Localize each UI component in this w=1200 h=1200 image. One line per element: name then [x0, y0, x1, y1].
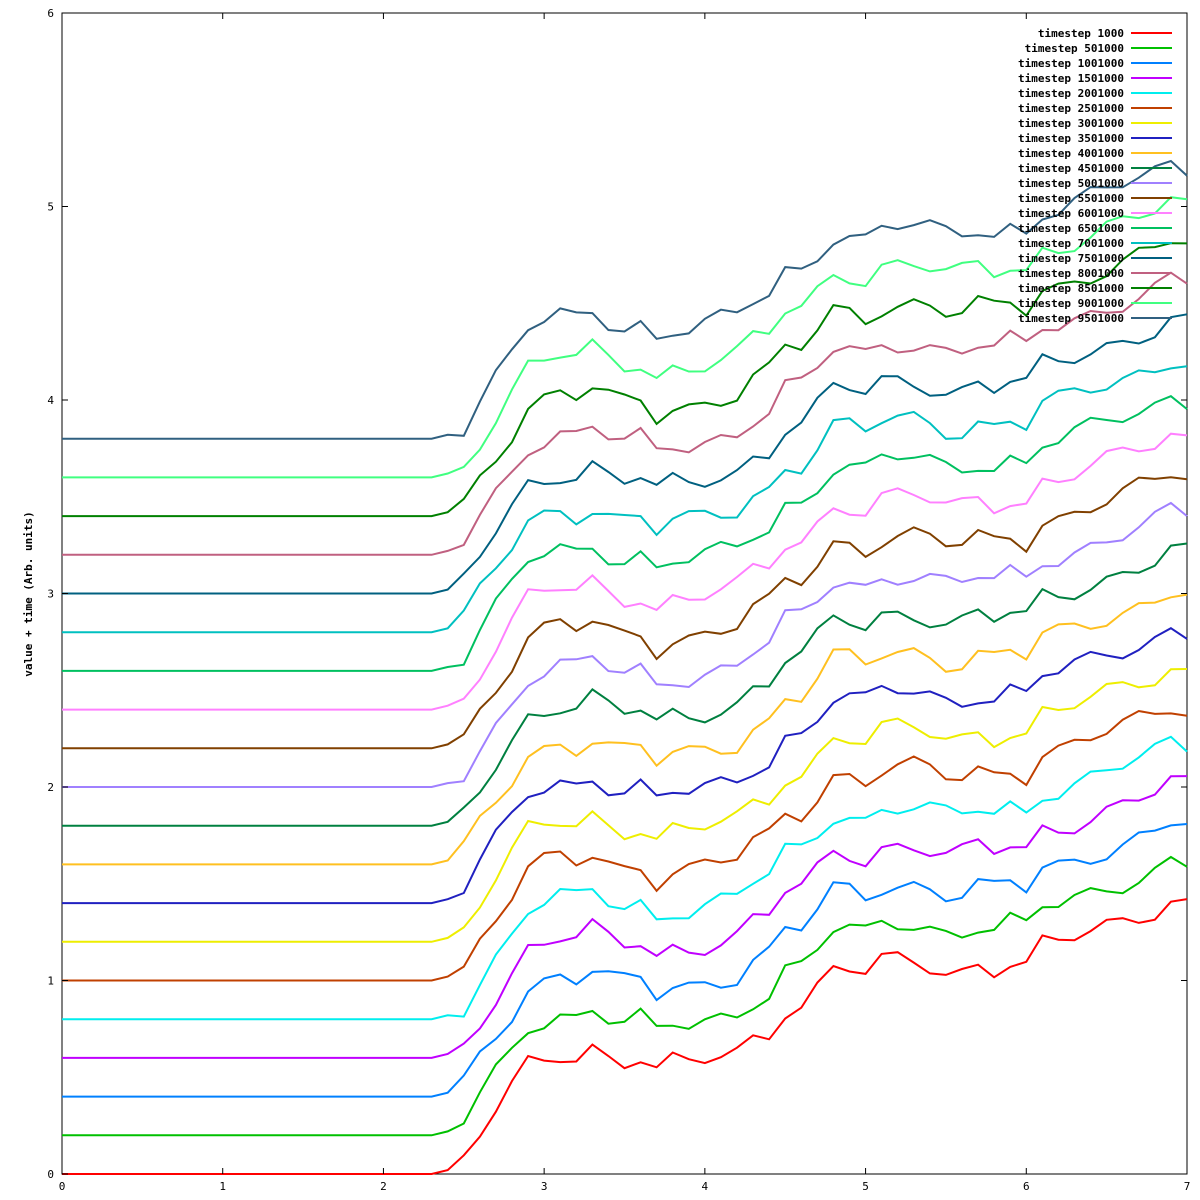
- legend: timestep 1000 timestep 501000 timestep 100…: [1018, 27, 1172, 325]
- legend-label: timestep 2001000: [1018, 87, 1124, 100]
- legend-label: timestep 4001000: [1018, 147, 1124, 160]
- series-line: [62, 668, 1188, 943]
- series-layer: [62, 159, 1188, 1175]
- y-tick-label: 0: [47, 1168, 54, 1181]
- series-line: [62, 242, 1188, 518]
- x-tick-label: 2: [380, 1180, 387, 1193]
- series-line: [62, 627, 1188, 905]
- series-line: [62, 271, 1188, 556]
- legend-label: timestep 5001000: [1018, 177, 1124, 190]
- legend-label: timestep 5501000: [1018, 192, 1124, 205]
- series-line: [62, 775, 1188, 1059]
- y-tick-label: 3: [47, 588, 54, 601]
- legend-label: timestep 7001000: [1018, 237, 1124, 250]
- legend-label: timestep 2501000: [1018, 102, 1124, 115]
- legend-label: timestep 1000: [1038, 27, 1124, 40]
- series-line: [62, 501, 1188, 788]
- y-axis-label: value + time (Arb. units): [22, 511, 35, 677]
- legend-label: timestep 1001000: [1018, 57, 1124, 70]
- series-line: [62, 593, 1188, 866]
- legend-label: timestep 501000: [1025, 42, 1124, 55]
- legend-label: timestep 4501000: [1018, 162, 1124, 175]
- series-line: [62, 395, 1188, 672]
- legend-label: timestep 1501000: [1018, 72, 1124, 85]
- x-tick-label: 0: [59, 1180, 66, 1193]
- series-line: [62, 542, 1188, 827]
- legend-label: timestep 3501000: [1018, 132, 1124, 145]
- y-axis-ticks: 0 1 2 3 4 5 6: [47, 7, 1187, 1181]
- legend-label: timestep 9501000: [1018, 312, 1124, 325]
- series-line: [62, 365, 1188, 634]
- legend-label: timestep 8501000: [1018, 282, 1124, 295]
- legend-label: timestep 6501000: [1018, 222, 1124, 235]
- x-tick-label: 5: [862, 1180, 869, 1193]
- series-line: [62, 735, 1188, 1021]
- x-tick-label: 6: [1023, 1180, 1030, 1193]
- x-tick-label: 4: [702, 1180, 709, 1193]
- series-line: [62, 855, 1188, 1137]
- legend-label: timestep 9001000: [1018, 297, 1124, 310]
- x-tick-label: 3: [541, 1180, 548, 1193]
- legend-label: timestep 3001000: [1018, 117, 1124, 130]
- series-line: [62, 823, 1188, 1098]
- legend-label: timestep 7501000: [1018, 252, 1124, 265]
- x-axis-ticks: 0 1 2 3 4 5 6 7: [59, 13, 1191, 1193]
- series-line: [62, 476, 1188, 750]
- y-tick-label: 4: [47, 394, 54, 407]
- series-line: [62, 898, 1188, 1175]
- x-tick-label: 1: [219, 1180, 226, 1193]
- legend-label: timestep 6001000: [1018, 207, 1124, 220]
- series-line: [62, 709, 1188, 982]
- y-tick-label: 5: [47, 201, 54, 214]
- y-tick-label: 1: [47, 975, 54, 988]
- series-line: [62, 313, 1188, 595]
- x-tick-label: 7: [1184, 1180, 1191, 1193]
- y-tick-label: 2: [47, 781, 54, 794]
- series-line: [62, 432, 1188, 711]
- series-line: [62, 159, 1188, 440]
- series-line: [62, 196, 1188, 479]
- legend-label: timestep 8001000: [1018, 267, 1124, 280]
- y-tick-label: 6: [47, 7, 54, 20]
